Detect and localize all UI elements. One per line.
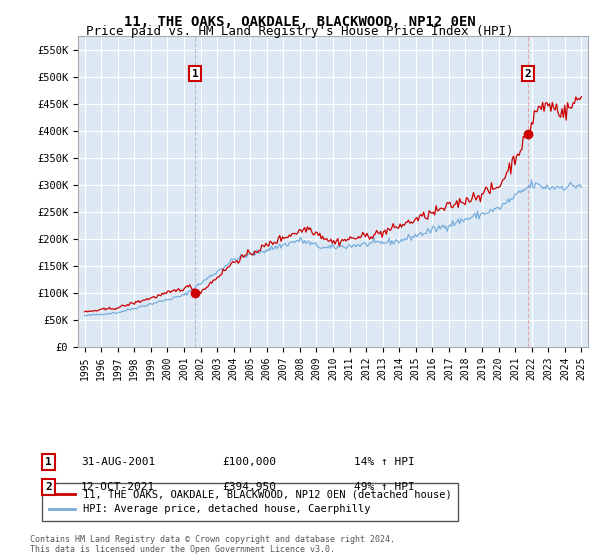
Text: £394,950: £394,950 [222,482,276,492]
Text: £100,000: £100,000 [222,457,276,467]
Text: 1: 1 [45,457,52,467]
Text: 1: 1 [191,69,199,79]
Text: 12-OCT-2021: 12-OCT-2021 [81,482,155,492]
Text: 2: 2 [525,69,532,79]
Text: 14% ↑ HPI: 14% ↑ HPI [354,457,415,467]
Text: Contains HM Land Registry data © Crown copyright and database right 2024.
This d: Contains HM Land Registry data © Crown c… [30,535,395,554]
Text: 49% ↑ HPI: 49% ↑ HPI [354,482,415,492]
Text: 11, THE OAKS, OAKDALE, BLACKWOOD, NP12 0EN: 11, THE OAKS, OAKDALE, BLACKWOOD, NP12 0… [124,15,476,29]
Legend: 11, THE OAKS, OAKDALE, BLACKWOOD, NP12 0EN (detached house), HPI: Average price,: 11, THE OAKS, OAKDALE, BLACKWOOD, NP12 0… [43,483,458,521]
Text: 31-AUG-2001: 31-AUG-2001 [81,457,155,467]
Text: Price paid vs. HM Land Registry's House Price Index (HPI): Price paid vs. HM Land Registry's House … [86,25,514,38]
Text: 2: 2 [45,482,52,492]
